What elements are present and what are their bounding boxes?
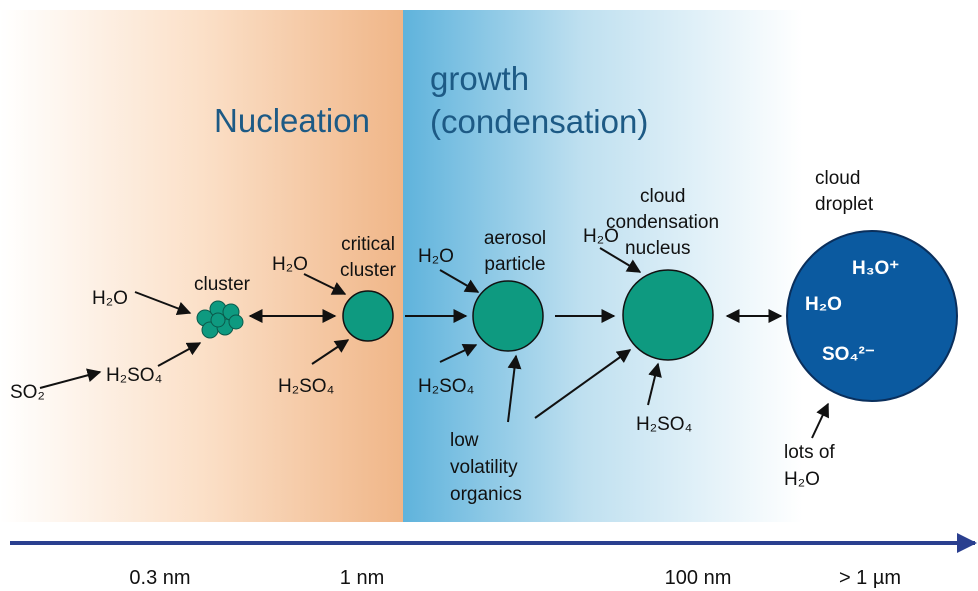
critical-cluster — [343, 291, 393, 341]
molecule: H₂O — [583, 226, 619, 247]
molecule: SO₂ — [10, 382, 45, 403]
ccn — [623, 270, 713, 360]
diagram: Nucleation growth (condensation) cluster… — [0, 0, 978, 591]
cloud-droplet — [787, 231, 957, 401]
molecule: H₂O — [418, 246, 454, 267]
organics-label: low — [450, 430, 479, 451]
water-label: H₂O — [784, 469, 820, 490]
molecule: H₂SO₄ — [636, 414, 693, 435]
node-label: cloud — [640, 186, 685, 207]
molecule: H₂O — [92, 288, 128, 309]
droplet-content: H₃O⁺ — [852, 258, 899, 279]
node-label: cluster — [340, 260, 397, 281]
droplet-content: SO₄²⁻ — [822, 344, 875, 365]
molecule: H₂SO₄ — [278, 376, 335, 397]
region-title: growth — [430, 60, 529, 97]
node-label: cloud — [815, 168, 860, 189]
axis-tick: > 1 µm — [839, 567, 901, 589]
axis-tick: 0.3 nm — [129, 567, 190, 589]
node-label: condensation — [606, 212, 719, 233]
axis-tick: 100 nm — [665, 567, 732, 589]
molecule: H₂SO₄ — [418, 376, 475, 397]
molecule: H₂O — [272, 254, 308, 275]
node-label: aerosol — [484, 228, 546, 249]
droplet-content: H₂O — [805, 294, 842, 315]
node-label: droplet — [815, 194, 874, 215]
node-label: nucleus — [625, 238, 691, 259]
aerosol-particle — [473, 281, 543, 351]
node-label: critical — [341, 234, 395, 255]
node-label: cluster — [194, 274, 251, 295]
molecule: H₂SO₄ — [106, 365, 163, 386]
region-title: Nucleation — [214, 102, 370, 139]
organics-label: organics — [450, 484, 522, 505]
node-label: particle — [484, 254, 545, 275]
region-title: (condensation) — [430, 103, 648, 140]
axis-tick: 1 nm — [340, 567, 384, 589]
water-label: lots of — [784, 442, 835, 463]
organics-label: volatility — [450, 457, 518, 478]
